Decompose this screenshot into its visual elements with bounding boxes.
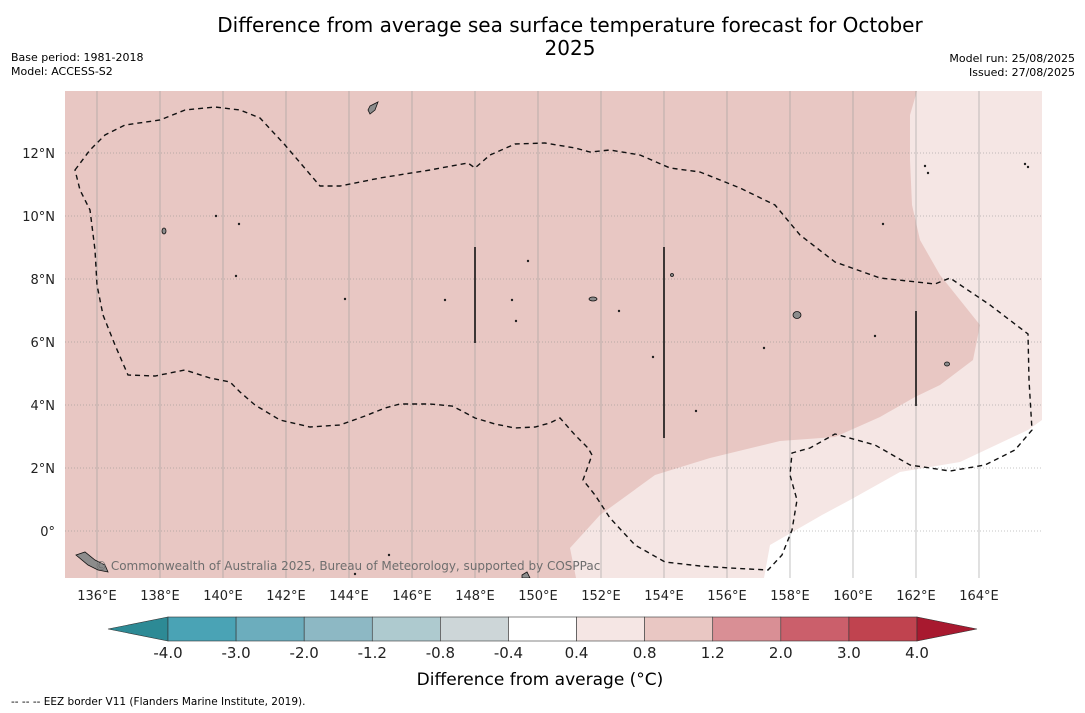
colorbar	[107, 616, 978, 642]
island-dot-11	[694, 409, 698, 413]
colorbar-tick-label: -1.2	[358, 644, 387, 662]
island-dot-18	[1026, 165, 1030, 169]
island-new-guinea-tip	[75, 551, 109, 573]
lon-label: 150°E	[518, 589, 558, 604]
colorbar-segment	[440, 616, 509, 642]
lon-label: 140°E	[203, 589, 243, 604]
island-dot-6	[510, 298, 514, 302]
colorbar-segment	[576, 616, 645, 642]
island-guam	[367, 101, 379, 115]
lat-label: 10°N	[22, 210, 55, 225]
island-dot-3	[234, 274, 238, 278]
longitude-labels: 136°E 138°E 140°E 142°E 144°E 146°E 148°…	[77, 589, 999, 604]
island-dot-20	[353, 572, 357, 576]
island-satawan	[670, 273, 674, 277]
colorbar-tick-label: 0.8	[633, 644, 657, 662]
warm-zone	[65, 91, 980, 578]
lat-label: 0°	[40, 525, 55, 540]
model-name: Model: ACCESS-S2	[11, 65, 113, 78]
credit-text: © Commonwealth of Australia 2025, Bureau…	[95, 559, 600, 573]
island-dot-19	[387, 553, 391, 557]
lat-label: 2°N	[31, 462, 56, 477]
lon-label: 158°E	[770, 589, 810, 604]
lat-label: 12°N	[22, 147, 55, 162]
colorbar-tick-label: 3.0	[837, 644, 861, 662]
map-title: Difference from average sea surface temp…	[217, 13, 923, 60]
colorbar-segment	[303, 616, 373, 642]
colorbar-tick-label: 0.4	[565, 644, 589, 662]
colorbar-tick-label: -4.0	[153, 644, 182, 662]
lon-label: 164°E	[959, 589, 999, 604]
lon-label: 148°E	[455, 589, 495, 604]
colorbar-segment	[235, 616, 305, 642]
colorbar-tick-label: -2.0	[290, 644, 319, 662]
island-kosrae	[944, 361, 950, 367]
map-plot-area: © Commonwealth of Australia 2025, Bureau…	[65, 91, 1042, 578]
island-dot-5	[443, 298, 447, 302]
colorbar-tick-label: -3.0	[221, 644, 250, 662]
meta-right: Model run: 25/08/2025 Issued: 27/08/2025	[949, 52, 1075, 80]
colorbar-labels: -4.0 -3.0 -2.0 -1.2 -0.8 -0.4 0.4 0.8 1.2 2.0 3.0 4…	[153, 644, 929, 662]
island-dot-9	[617, 309, 621, 313]
island-pohnpei	[792, 311, 802, 319]
colorbar-segment	[644, 616, 714, 642]
lat-label: 6°N	[31, 336, 56, 351]
colorbar-segment	[712, 616, 782, 642]
latitude-labels: 12°N 10°N 8°N 6°N 4°N 2°N 0°	[22, 147, 55, 540]
colorbar-segment	[371, 616, 441, 642]
model-run: Model run: 25/08/2025	[949, 52, 1075, 65]
colorbar-tick-label: 4.0	[905, 644, 929, 662]
lon-label: 146°E	[392, 589, 432, 604]
colorbar-segment	[780, 616, 850, 642]
eez-border-main	[74, 106, 1033, 571]
lon-label: 152°E	[581, 589, 621, 604]
colorbar-segment	[167, 616, 237, 642]
lon-label: 162°E	[896, 589, 936, 604]
island-dot-4	[343, 297, 347, 301]
island-yap	[161, 227, 167, 235]
island-dot-8	[514, 319, 518, 323]
island-dot-2	[237, 222, 241, 226]
meridian-lines	[96, 91, 980, 578]
grid-lines	[65, 152, 1042, 532]
island-dot-12	[762, 346, 766, 350]
island-chuuk	[588, 296, 598, 302]
island-dot-17	[1023, 162, 1027, 166]
lon-label: 138°E	[140, 589, 180, 604]
eez-footnote: -- -- -- EEZ border V11 (Flanders Marine…	[11, 696, 306, 708]
colorbar-tick-label: -0.4	[494, 644, 523, 662]
lon-label: 156°E	[707, 589, 747, 604]
colorbar-tick-label: 1.2	[701, 644, 725, 662]
colorbar-extend-low	[107, 616, 169, 642]
lon-label: 136°E	[77, 589, 117, 604]
base-period: Base period: 1981-2018	[11, 51, 144, 64]
issued-date: Issued: 27/08/2025	[968, 66, 1075, 79]
colorbar-title: Difference from average (°C)	[416, 670, 664, 690]
colorbar-segment	[508, 616, 577, 642]
island-dot-1	[214, 214, 218, 218]
lat-label: 8°N	[31, 273, 56, 288]
island-group	[75, 101, 1030, 578]
lon-label: 154°E	[644, 589, 684, 604]
lon-label: 142°E	[266, 589, 306, 604]
island-dot-10	[651, 355, 655, 359]
island-bougainville-tip	[521, 571, 531, 578]
lat-label: 4°N	[31, 399, 56, 414]
colorbar-tick-label: -0.8	[426, 644, 455, 662]
lon-label: 144°E	[329, 589, 369, 604]
island-dot-15	[923, 164, 927, 168]
lon-label: 160°E	[833, 589, 873, 604]
meta-left: Base period: 1981-2018 Model: ACCESS-S2	[11, 51, 143, 79]
colorbar-extend-high	[916, 616, 978, 642]
eez-vertical-segments	[474, 247, 917, 438]
island-dot-13	[873, 334, 877, 338]
island-dot-14	[881, 222, 885, 226]
colorbar-tick-label: 2.0	[769, 644, 793, 662]
island-dot-7	[526, 259, 530, 263]
island-dot-16	[926, 171, 930, 175]
colorbar-segment	[848, 616, 918, 642]
